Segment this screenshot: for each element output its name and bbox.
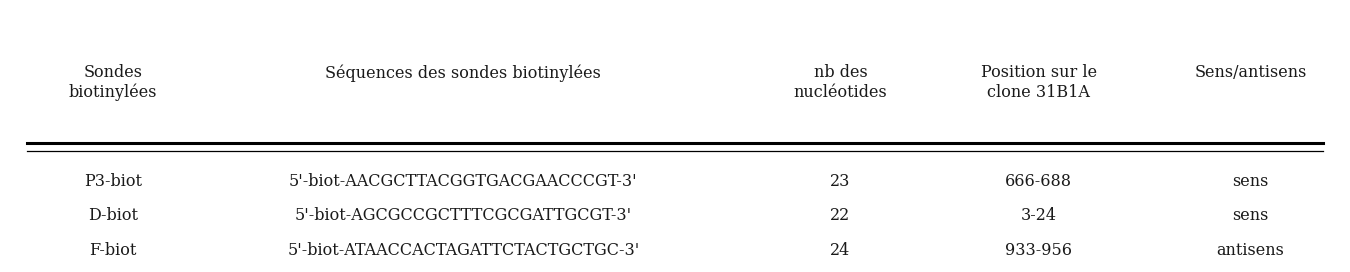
Text: sens: sens	[1233, 208, 1269, 224]
Text: Sens/antisens: Sens/antisens	[1195, 64, 1307, 81]
Text: Sondes
biotinylées: Sondes biotinylées	[69, 64, 157, 101]
Text: F-biot: F-biot	[89, 242, 136, 259]
Text: 22: 22	[830, 208, 850, 224]
Text: nb des
nucléotides: nb des nucléotides	[794, 64, 887, 101]
Text: Position sur le
clone 31B1A: Position sur le clone 31B1A	[980, 64, 1098, 101]
Text: 5'-biot-AGCGCCGCTTTCGCGATTGCGT-3': 5'-biot-AGCGCCGCTTTCGCGATTGCGT-3'	[294, 208, 632, 224]
Text: 933-956: 933-956	[1006, 242, 1072, 259]
Text: 5'-biot-ATAACCACTAGATTCTACTGCTGC-3': 5'-biot-ATAACCACTAGATTCTACTGCTGC-3'	[288, 242, 640, 259]
Text: antisens: antisens	[1216, 242, 1284, 259]
Text: 24: 24	[830, 242, 850, 259]
Text: D-biot: D-biot	[88, 208, 138, 224]
Text: P3-biot: P3-biot	[84, 173, 142, 190]
Text: 23: 23	[830, 173, 850, 190]
Text: Séquences des sondes biotinylées: Séquences des sondes biotinylées	[325, 64, 601, 82]
Text: sens: sens	[1233, 173, 1269, 190]
Text: 3-24: 3-24	[1021, 208, 1057, 224]
Text: 5'-biot-AACGCTTACGGTGACGAACCCGT-3': 5'-biot-AACGCTTACGGTGACGAACCCGT-3'	[289, 173, 637, 190]
Text: 666-688: 666-688	[1006, 173, 1072, 190]
